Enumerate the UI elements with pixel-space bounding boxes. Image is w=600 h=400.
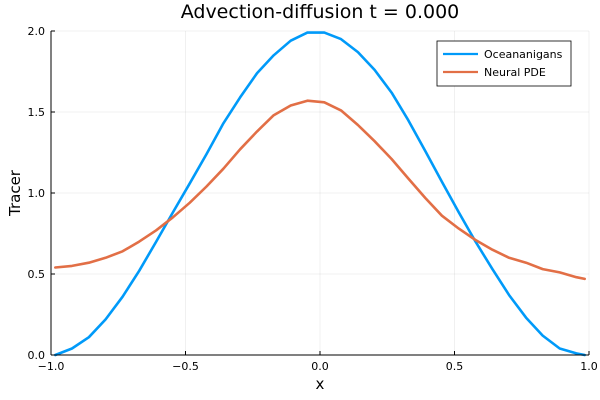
y-tick-label: 1.5: [28, 106, 46, 119]
x-tick-label: 1.0: [580, 360, 598, 373]
series-line-neural-pde: [53, 99, 587, 281]
x-tick-label: 0.5: [446, 360, 464, 373]
x-tick-label: −0.5: [172, 360, 199, 373]
x-tick-label: 0.0: [311, 360, 329, 373]
x-axis-label: x: [316, 375, 325, 393]
x-tick-label: −1.0: [38, 360, 65, 373]
legend-label: Oceananigans: [484, 48, 563, 61]
chart-title: Advection-diffusion t = 0.000: [181, 1, 460, 23]
y-tick-label: 1.0: [28, 187, 46, 200]
y-axis-label: Tracer: [6, 169, 24, 217]
legend-box: [436, 40, 572, 87]
legend: Oceananigans Neural PDE: [436, 40, 572, 87]
y-tick-label: 2.0: [28, 25, 46, 38]
tick-labels: −1.0 −0.5 0.0 0.5 1.0 0.0 0.5 1.0 1.5 2.0: [28, 25, 598, 373]
legend-label: Neural PDE: [484, 66, 546, 79]
series-layer: [53, 31, 587, 357]
y-tick-label: 0.0: [28, 349, 46, 362]
y-tick-label: 0.5: [28, 268, 46, 281]
series-line-oceananigans: [53, 31, 587, 357]
